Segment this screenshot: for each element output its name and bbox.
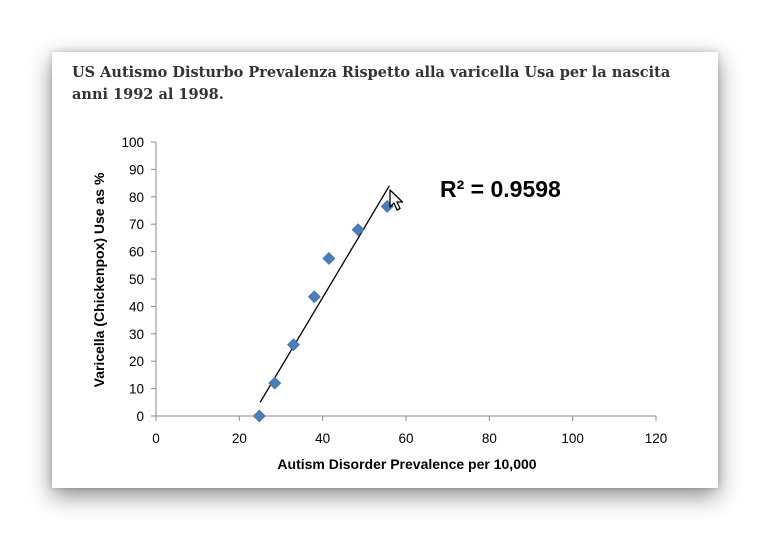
chart-title: US Autismo Disturbo Prevalenza Rispetto … (72, 64, 671, 103)
x-tick-label: 120 (645, 431, 668, 446)
y-tick-label: 20 (129, 354, 144, 369)
axes (151, 141, 657, 421)
data-point (287, 338, 300, 352)
trendline (259, 185, 390, 403)
y-tick-label: 100 (121, 135, 144, 150)
y-tick-label: 70 (129, 217, 144, 232)
tick-labels: 0 10 20 30 40 50 60 70 80 90 100 0 20 40 60 80 100 120 (121, 135, 667, 446)
x-tick-label: 40 (315, 431, 330, 446)
y-axis-title: Varicella (Chickenpox) Use as % (91, 172, 107, 387)
y-tick-label: 90 (129, 162, 144, 177)
y-tick-label: 80 (129, 190, 144, 205)
x-axis-title: Autism Disorder Prevalence per 10,000 (277, 456, 536, 472)
x-tick-label: 20 (232, 431, 247, 446)
y-tick-label: 50 (129, 272, 144, 287)
data-point (322, 252, 336, 265)
r-squared-annotation: R² = 0.9598 (440, 176, 561, 202)
data-point (351, 223, 365, 237)
y-tick-label: 40 (129, 299, 144, 314)
data-point (268, 376, 282, 390)
cursor-icon (389, 189, 404, 211)
x-tick-label: 100 (561, 431, 584, 446)
x-tick-label: 60 (398, 431, 413, 446)
scatter-chart: 0 10 20 30 40 50 60 70 80 90 100 0 20 40 60 80 100 120 R²… (91, 135, 667, 472)
y-tick-label: 0 (136, 409, 144, 424)
y-tick-label: 10 (129, 382, 144, 397)
y-tick-label: 30 (129, 327, 144, 342)
data-point (252, 409, 266, 423)
y-tick-label: 60 (129, 245, 144, 260)
data-point (307, 290, 321, 304)
x-tick-label: 80 (482, 431, 497, 446)
trendline-segment (259, 185, 390, 403)
data-points (252, 199, 394, 423)
chart-card: US Autismo Disturbo Prevalenza Rispetto … (52, 52, 718, 488)
x-tick-label: 0 (152, 431, 160, 446)
